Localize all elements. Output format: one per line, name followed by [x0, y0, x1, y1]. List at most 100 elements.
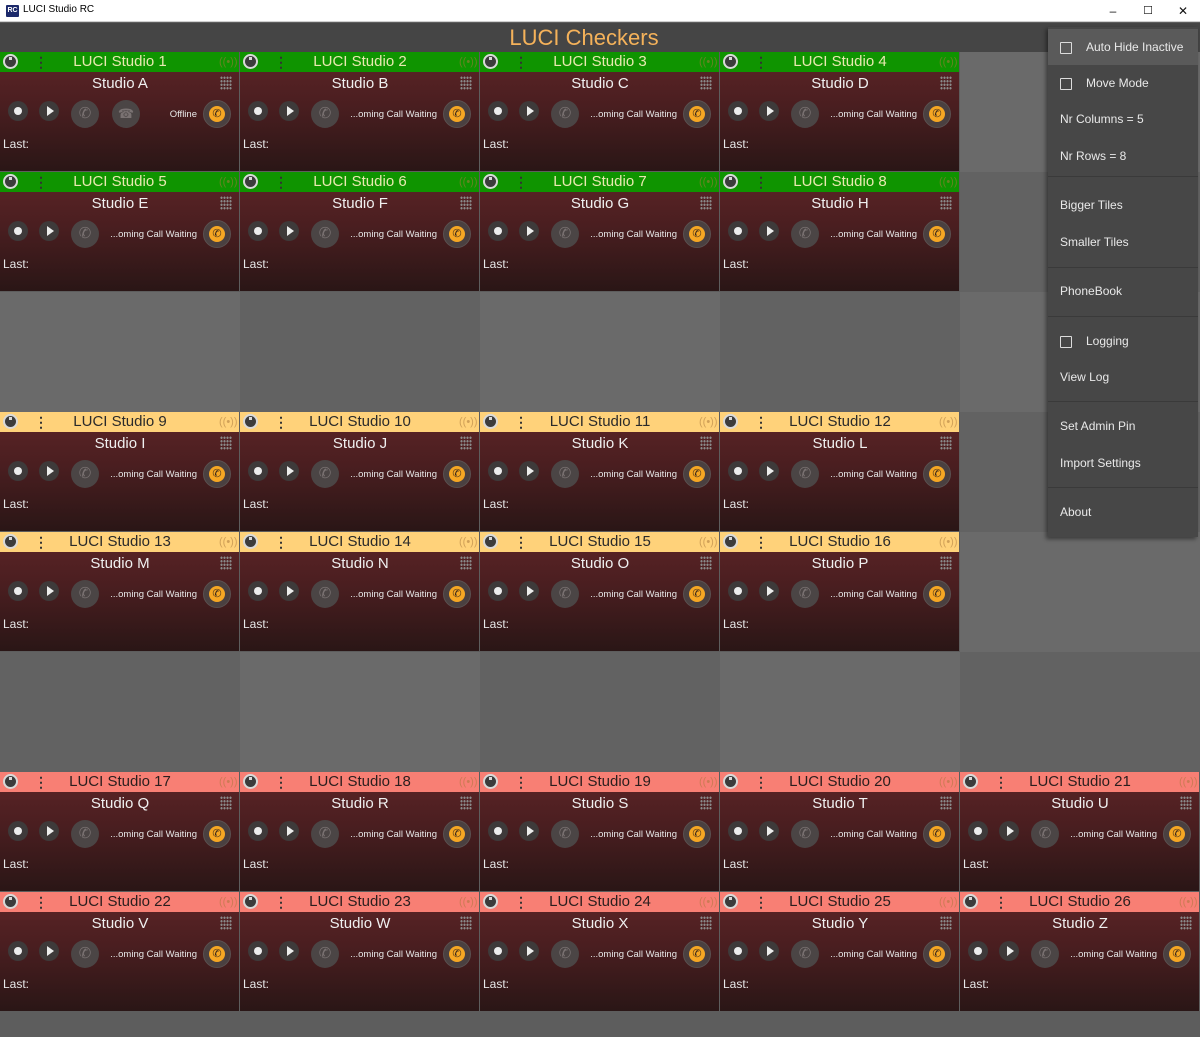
menu-nr-columns[interactable]: Nr Columns = 5 [1060, 112, 1144, 126]
record-button[interactable] [8, 461, 28, 481]
record-button[interactable] [248, 221, 268, 241]
menu-nr-rows[interactable]: Nr Rows = 8 [1060, 149, 1127, 163]
move-mode-checkbox[interactable] [1060, 78, 1072, 90]
record-button[interactable] [8, 581, 28, 601]
dialpad-icon[interactable] [220, 436, 232, 450]
play-button[interactable] [519, 941, 539, 961]
studio-tile[interactable]: ⋮ LUCI Studio 2 ((•)) Studio B ✆ ...oming Cal… [240, 52, 479, 171]
record-button[interactable] [488, 461, 508, 481]
power-icon[interactable] [3, 534, 18, 549]
answer-button[interactable]: ✆ [1163, 940, 1191, 968]
dialpad-icon[interactable] [460, 916, 472, 930]
answer-button[interactable]: ✆ [923, 580, 951, 608]
answer-button[interactable]: ✆ [203, 220, 231, 248]
dialpad-icon[interactable] [460, 196, 472, 210]
answer-button[interactable]: ✆ [443, 820, 471, 848]
dialpad-icon[interactable] [220, 76, 232, 90]
play-button[interactable] [279, 821, 299, 841]
answer-button[interactable]: ✆ [683, 220, 711, 248]
dialpad-icon[interactable] [460, 556, 472, 570]
call-button[interactable]: ✆ [791, 580, 819, 608]
record-button[interactable] [488, 221, 508, 241]
call-button[interactable]: ✆ [71, 580, 99, 608]
record-button[interactable] [248, 821, 268, 841]
menu-logging[interactable]: Logging [1048, 323, 1198, 359]
studio-tile[interactable]: ⋮ LUCI Studio 5 ((•)) Studio E ✆ ...oming Cal… [0, 172, 239, 291]
dialpad-icon[interactable] [220, 556, 232, 570]
studio-tile[interactable]: ⋮ LUCI Studio 8 ((•)) Studio H ✆ ...oming Cal… [720, 172, 959, 291]
close-button[interactable]: ✕ [1177, 4, 1189, 18]
auto-hide-checkbox[interactable] [1060, 42, 1072, 54]
play-button[interactable] [519, 821, 539, 841]
power-icon[interactable] [243, 414, 258, 429]
call-button[interactable]: ✆ [551, 460, 579, 488]
dialpad-icon[interactable] [1180, 796, 1192, 810]
power-icon[interactable] [243, 174, 258, 189]
answer-button[interactable]: ✆ [683, 820, 711, 848]
dialpad-icon[interactable] [460, 436, 472, 450]
power-icon[interactable] [3, 174, 18, 189]
play-button[interactable] [759, 941, 779, 961]
studio-tile[interactable]: ⋮ LUCI Studio 20 ((•)) Studio T ✆ ...oming Ca… [720, 772, 959, 891]
call-button[interactable]: ✆ [71, 100, 99, 128]
answer-button[interactable]: ✆ [923, 820, 951, 848]
hangup-button[interactable]: ☎ [112, 100, 140, 128]
studio-tile[interactable]: ⋮ LUCI Studio 21 ((•)) Studio U ✆ ...oming Ca… [960, 772, 1199, 891]
call-button[interactable]: ✆ [551, 100, 579, 128]
play-button[interactable] [999, 821, 1019, 841]
call-button[interactable]: ✆ [71, 820, 99, 848]
answer-button[interactable]: ✆ [443, 100, 471, 128]
power-icon[interactable] [723, 174, 738, 189]
record-button[interactable] [968, 941, 988, 961]
play-button[interactable] [519, 101, 539, 121]
studio-tile[interactable]: ⋮ LUCI Studio 9 ((•)) Studio I ✆ ...oming Cal… [0, 412, 239, 531]
studio-tile[interactable]: ⋮ LUCI Studio 17 ((•)) Studio Q ✆ ...oming Ca… [0, 772, 239, 891]
studio-tile[interactable]: ⋮ LUCI Studio 6 ((•)) Studio F ✆ ...oming Cal… [240, 172, 479, 291]
answer-button[interactable]: ✆ [443, 460, 471, 488]
studio-tile[interactable]: ⋮ LUCI Studio 18 ((•)) Studio R ✆ ...oming Ca… [240, 772, 479, 891]
menu-bigger-tiles[interactable]: Bigger Tiles [1060, 198, 1123, 212]
record-button[interactable] [248, 581, 268, 601]
play-button[interactable] [39, 581, 59, 601]
dialpad-icon[interactable] [460, 76, 472, 90]
record-button[interactable] [728, 821, 748, 841]
record-button[interactable] [248, 461, 268, 481]
play-button[interactable] [279, 221, 299, 241]
studio-tile[interactable]: ⋮ LUCI Studio 15 ((•)) Studio O ✆ ...oming Ca… [480, 532, 719, 651]
answer-button[interactable]: ✆ [203, 820, 231, 848]
play-button[interactable] [39, 941, 59, 961]
power-icon[interactable] [243, 534, 258, 549]
dialpad-icon[interactable] [940, 196, 952, 210]
record-button[interactable] [8, 821, 28, 841]
record-button[interactable] [728, 101, 748, 121]
dialpad-icon[interactable] [220, 196, 232, 210]
call-button[interactable]: ✆ [1031, 820, 1059, 848]
call-button[interactable]: ✆ [311, 220, 339, 248]
record-button[interactable] [968, 821, 988, 841]
call-button[interactable]: ✆ [1031, 940, 1059, 968]
call-button[interactable]: ✆ [551, 580, 579, 608]
power-icon[interactable] [3, 894, 18, 909]
dialpad-icon[interactable] [940, 436, 952, 450]
answer-button[interactable]: ✆ [683, 580, 711, 608]
studio-tile[interactable]: ⋮ LUCI Studio 3 ((•)) Studio C ✆ ...oming Cal… [480, 52, 719, 171]
studio-tile[interactable]: ⋮ LUCI Studio 26 ((•)) Studio Z ✆ ...oming Ca… [960, 892, 1199, 1011]
play-button[interactable] [39, 461, 59, 481]
record-button[interactable] [728, 461, 748, 481]
answer-button[interactable]: ✆ [203, 580, 231, 608]
power-icon[interactable] [483, 774, 498, 789]
studio-tile[interactable]: ⋮ LUCI Studio 13 ((•)) Studio M ✆ ...oming Ca… [0, 532, 239, 651]
dialpad-icon[interactable] [220, 796, 232, 810]
play-button[interactable] [759, 581, 779, 601]
call-button[interactable]: ✆ [311, 580, 339, 608]
play-button[interactable] [39, 221, 59, 241]
studio-tile[interactable]: ⋮ LUCI Studio 22 ((•)) Studio V ✆ ...oming Ca… [0, 892, 239, 1011]
record-button[interactable] [8, 101, 28, 121]
play-button[interactable] [279, 461, 299, 481]
studio-tile[interactable]: ⋮ LUCI Studio 24 ((•)) Studio X ✆ ...oming Ca… [480, 892, 719, 1011]
power-icon[interactable] [723, 774, 738, 789]
studio-tile[interactable]: ⋮ LUCI Studio 11 ((•)) Studio K ✆ ...oming Ca… [480, 412, 719, 531]
call-button[interactable]: ✆ [311, 460, 339, 488]
dialpad-icon[interactable] [460, 796, 472, 810]
record-button[interactable] [728, 221, 748, 241]
